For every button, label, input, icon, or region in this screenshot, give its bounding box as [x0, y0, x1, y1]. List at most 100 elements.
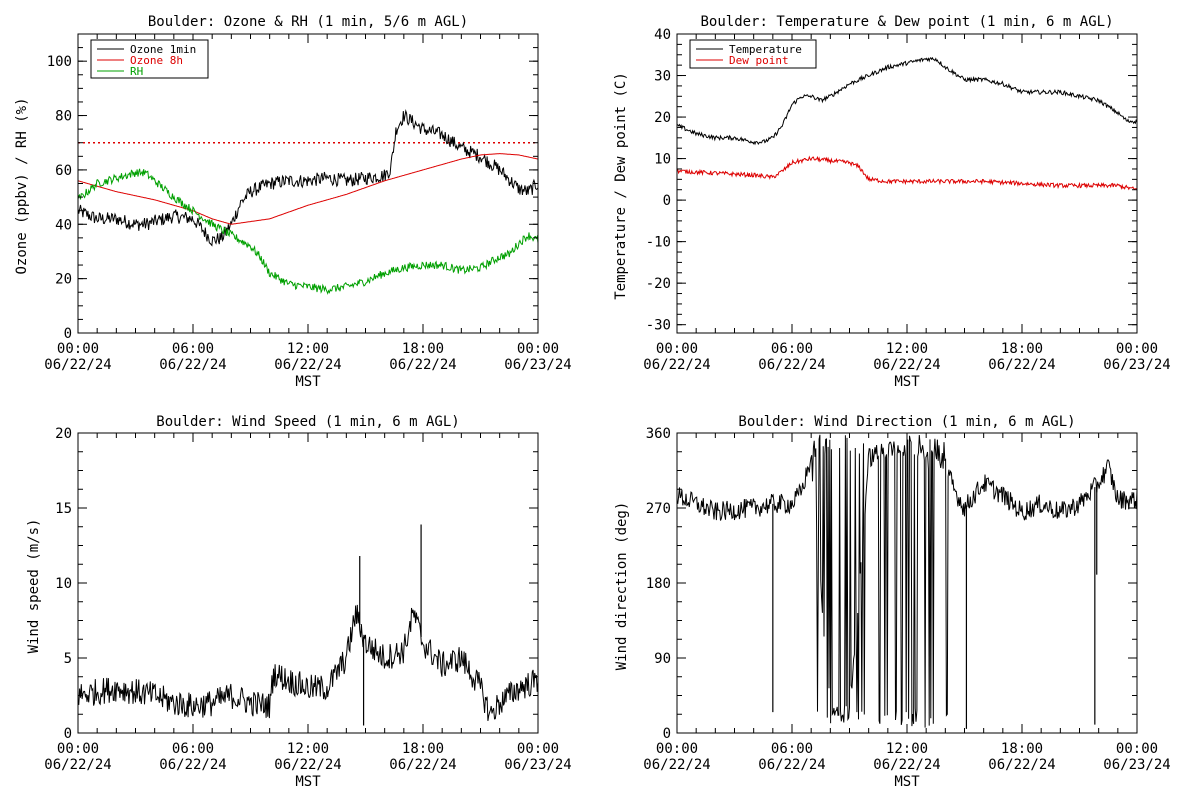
- panel-title: Boulder: Ozone & RH (1 min, 5/6 m AGL): [148, 14, 468, 30]
- panel-temperature-dewpoint: Boulder: Temperature & Dew point (1 min,…: [613, 14, 1171, 390]
- x-tick-time-label: 18:00: [402, 741, 444, 757]
- x-axis-label: MST: [894, 774, 920, 790]
- x-tick-time-label: 06:00: [771, 341, 813, 357]
- y-tick-label: 30: [654, 69, 671, 85]
- y-tick-label: 10: [55, 576, 72, 592]
- x-tick-time-label: 18:00: [1001, 341, 1043, 357]
- plot-area: 02040608010000:0006/22/2406:0006/22/2412…: [44, 33, 572, 373]
- x-tick-date-label: 06/22/24: [873, 757, 940, 773]
- y-tick-label: 40: [55, 217, 72, 233]
- x-tick-time-label: 12:00: [287, 741, 329, 757]
- y-tick-label: 10: [654, 152, 671, 168]
- x-tick-date-label: 06/22/24: [389, 757, 456, 773]
- legend-box: [689, 39, 817, 69]
- x-axis-label: MST: [894, 374, 920, 390]
- legend: Temperature Dew point: [689, 39, 817, 69]
- x-tick-time-label: 06:00: [172, 741, 214, 757]
- y-tick-label: -20: [646, 276, 671, 292]
- x-tick-time-label: 00:00: [656, 741, 698, 757]
- y-tick-label: 60: [55, 163, 72, 179]
- y-tick-label: 20: [55, 426, 72, 442]
- series-line-ozone-8h: [78, 153, 538, 225]
- y-tick-label: 15: [55, 501, 72, 517]
- x-tick-time-label: 06:00: [172, 341, 214, 357]
- y-tick-label: 90: [654, 651, 671, 667]
- panel-title: Boulder: Wind Speed (1 min, 6 m AGL): [156, 414, 459, 430]
- x-tick-date-label: 06/22/24: [274, 357, 341, 373]
- legend: Ozone 1min Ozone 8h RH: [90, 39, 209, 79]
- legend-label-ozone-8h: Ozone 8h: [130, 54, 183, 67]
- x-tick-time-label: 00:00: [57, 741, 99, 757]
- x-tick-time-label: 00:00: [517, 341, 559, 357]
- x-tick-date-label: 06/23/24: [504, 357, 571, 373]
- x-tick-date-label: 06/22/24: [988, 757, 1055, 773]
- x-tick-time-label: 00:00: [517, 741, 559, 757]
- x-tick-time-label: 18:00: [1001, 741, 1043, 757]
- y-tick-label: 0: [64, 326, 72, 342]
- y-tick-label: 0: [663, 726, 671, 742]
- plot-area: 0510152000:0006/22/2406:0006/22/2412:000…: [44, 426, 571, 773]
- y-tick-label: 20: [654, 110, 671, 126]
- plot-area: 09018027036000:0006/22/2406:0006/22/2412…: [643, 426, 1170, 773]
- series-line-temperature: [677, 56, 1137, 146]
- x-tick-time-label: 12:00: [287, 341, 329, 357]
- y-tick-label: 40: [654, 27, 671, 43]
- plot-area: -30-20-1001020304000:0006/22/2406:0006/2…: [643, 27, 1170, 373]
- x-axis-label: MST: [295, 774, 321, 790]
- x-tick-time-label: 12:00: [886, 341, 928, 357]
- y-tick-label: 0: [64, 726, 72, 742]
- plot-frame: [676, 33, 1138, 334]
- x-tick-time-label: 18:00: [402, 341, 444, 357]
- x-tick-date-label: 06/22/24: [873, 357, 940, 373]
- x-tick-date-label: 06/22/24: [44, 357, 111, 373]
- legend-label-ozone-1min: Ozone 1min: [130, 43, 196, 56]
- panel-ozone-rh: Boulder: Ozone & RH (1 min, 5/6 m AGL) 0…: [14, 14, 572, 390]
- x-tick-time-label: 00:00: [1116, 741, 1158, 757]
- y-tick-label: 5: [64, 651, 72, 667]
- y-tick-label: 80: [55, 109, 72, 125]
- y-tick-label: 360: [646, 426, 671, 442]
- x-tick-time-label: 06:00: [771, 741, 813, 757]
- y-axis-label: Ozone (ppbv) / RH (%): [14, 97, 30, 274]
- x-tick-date-label: 06/22/24: [389, 357, 456, 373]
- panel-title: Boulder: Temperature & Dew point (1 min,…: [700, 14, 1113, 30]
- x-tick-date-label: 06/22/24: [44, 757, 111, 773]
- x-tick-date-label: 06/23/24: [1103, 757, 1170, 773]
- legend-label-rh: RH: [130, 65, 143, 78]
- series-line-ozone-1min: [78, 109, 538, 247]
- series-line-rh: [78, 168, 538, 295]
- y-tick-label: -30: [646, 318, 671, 334]
- x-tick-date-label: 06/22/24: [643, 357, 710, 373]
- legend-label-dew-point: Dew point: [729, 54, 789, 67]
- legend-box: [90, 39, 209, 79]
- y-tick-label: 20: [55, 272, 72, 288]
- y-tick-label: 180: [646, 576, 671, 592]
- x-tick-date-label: 06/22/24: [988, 357, 1055, 373]
- y-axis-label: Wind direction (deg): [614, 502, 630, 671]
- x-tick-time-label: 00:00: [656, 341, 698, 357]
- x-tick-date-label: 06/22/24: [758, 357, 825, 373]
- x-tick-date-label: 06/23/24: [1103, 357, 1170, 373]
- x-tick-date-label: 06/22/24: [159, 357, 226, 373]
- x-tick-time-label: 00:00: [1116, 341, 1158, 357]
- panel-title: Boulder: Wind Direction (1 min, 6 m AGL): [738, 414, 1075, 430]
- panel-wind-speed: Boulder: Wind Speed (1 min, 6 m AGL) 0 5 1…: [26, 414, 572, 790]
- x-tick-date-label: 06/22/24: [159, 757, 226, 773]
- x-tick-date-label: 06/22/24: [274, 757, 341, 773]
- legend-label-temperature: Temperature: [729, 43, 802, 56]
- y-axis-label: Temperature / Dew point (C): [613, 72, 629, 300]
- series-line-dew-point: [677, 155, 1137, 191]
- x-tick-time-label: 00:00: [57, 341, 99, 357]
- series-line-data: [78, 604, 538, 721]
- y-tick-label: 0: [663, 193, 671, 209]
- series-line-data: [677, 434, 1137, 728]
- x-tick-date-label: 06/23/24: [504, 757, 571, 773]
- y-axis-label: Wind speed (m/s): [26, 519, 42, 654]
- panel-wind-direction: Boulder: Wind Direction (1 min, 6 m AGL)…: [614, 414, 1171, 790]
- y-tick-label: 100: [47, 54, 72, 70]
- x-tick-date-label: 06/22/24: [758, 757, 825, 773]
- x-tick-date-label: 06/22/24: [643, 757, 710, 773]
- plot-frame: [77, 33, 539, 334]
- y-tick-label: 270: [646, 501, 671, 517]
